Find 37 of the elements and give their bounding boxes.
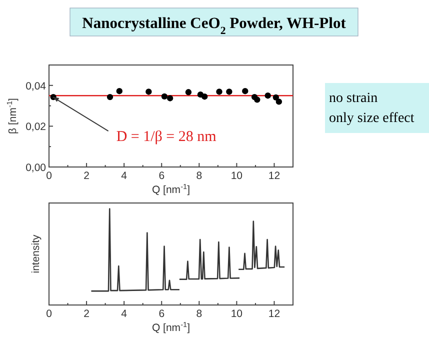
point — [166, 95, 174, 102]
x-axis-title: Q [nm$^{-1}$] — [152, 320, 190, 334]
x-tick-label: 4 — [121, 308, 128, 320]
y-tick-label: 0,04 — [26, 80, 46, 92]
point — [146, 88, 152, 95]
x-tick-label: 2 — [84, 308, 90, 320]
x-tick-label: 0 — [46, 170, 52, 182]
y-tick-label: 0,02 — [26, 121, 46, 134]
x-tick-label: 2 — [84, 170, 90, 182]
point — [226, 88, 232, 95]
point — [216, 88, 222, 95]
x-axis-title: Q [nm$^{-1}$] — [152, 182, 190, 196]
point — [161, 93, 168, 100]
x-tick-label: 6 — [158, 170, 165, 182]
y-tick-label: 0,00 — [26, 162, 46, 174]
chart-title: Nanocrystalline CeO$_{2}$ Powder, WH-Plot — [82, 15, 347, 37]
point — [202, 94, 208, 100]
point — [116, 88, 122, 94]
x-tick-label: 4 — [121, 170, 128, 182]
point — [242, 88, 248, 94]
x-tick-label: 6 — [158, 308, 165, 320]
x-tick-label: 12 — [268, 170, 280, 182]
point — [254, 96, 260, 103]
point — [106, 94, 114, 100]
x-tick-label: 10 — [230, 170, 243, 182]
point — [272, 94, 280, 101]
annotation: D = 1/β = 28 nm — [116, 129, 217, 146]
y-axis-title: intensity — [30, 234, 42, 274]
x-tick-label: 8 — [196, 170, 202, 182]
x-tick-label: 10 — [230, 308, 243, 320]
x-tick-label: 12 — [268, 308, 280, 320]
point — [264, 92, 271, 99]
point — [276, 98, 282, 105]
text: no strain only size effect — [329, 91, 414, 126]
x-tick-label: 8 — [196, 308, 202, 320]
point — [185, 89, 192, 96]
x-tick-label: 0 — [46, 308, 52, 320]
